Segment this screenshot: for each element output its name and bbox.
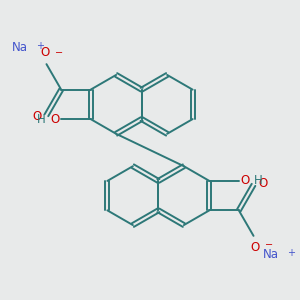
Text: −: − [55,48,63,58]
Text: Na: Na [12,41,28,54]
Text: O: O [40,46,50,59]
Text: H: H [254,174,263,188]
Text: −: − [265,240,273,250]
Text: H: H [37,112,46,126]
Text: O: O [50,112,60,126]
Text: O: O [259,177,268,190]
Text: O: O [32,110,41,123]
Text: O: O [250,241,260,254]
Text: +: + [287,248,296,258]
Text: Na: Na [263,248,279,262]
Text: +: + [36,40,44,51]
Text: O: O [240,174,250,188]
